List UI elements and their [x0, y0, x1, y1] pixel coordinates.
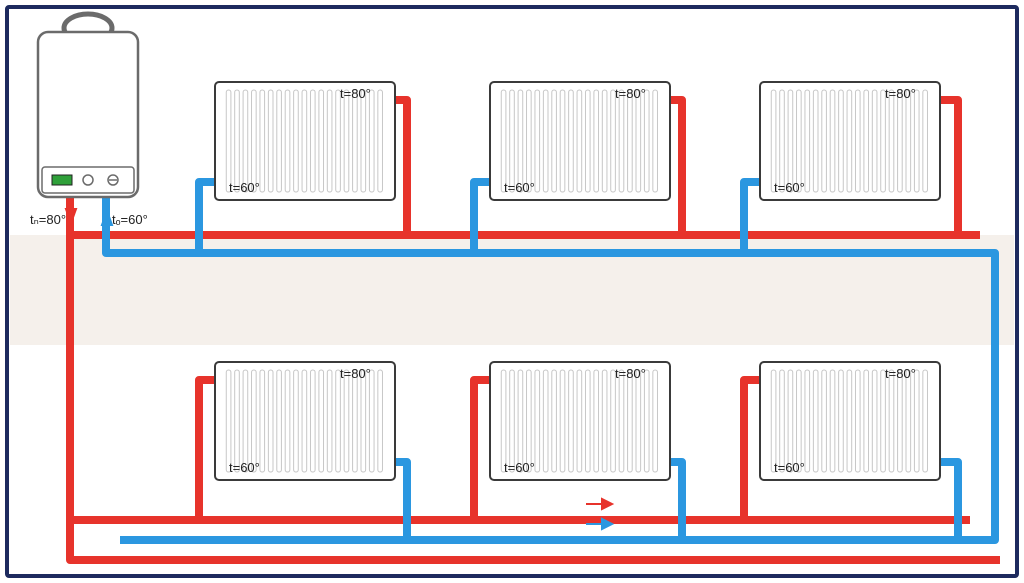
radiator-4-in-temp: t=80°	[340, 366, 371, 381]
radiator-6-out-temp: t=60°	[774, 460, 805, 475]
boiler	[38, 14, 138, 197]
radiator-6-in-temp: t=80°	[885, 366, 916, 381]
radiator-1-in-temp: t=80°	[340, 86, 371, 101]
diagram-svg	[0, 0, 1024, 583]
radiator-4-out-temp: t=60°	[229, 460, 260, 475]
radiator-1-out-temp: t=60°	[229, 180, 260, 195]
radiator-2-in-temp: t=80°	[615, 86, 646, 101]
radiator-3-in-temp: t=80°	[885, 86, 916, 101]
radiator-5-out-temp: t=60°	[504, 460, 535, 475]
boiler-in-temp: tₒ=60°	[112, 212, 148, 227]
radiator-5-in-temp: t=80°	[615, 366, 646, 381]
boiler-out-temp: tₙ=80°	[30, 212, 66, 228]
radiator-3-out-temp: t=60°	[774, 180, 805, 195]
radiator-2-out-temp: t=60°	[504, 180, 535, 195]
heating-diagram: tₙ=80° tₒ=60° t=80° t=60° t=80° t=60° t=80° t=6…	[0, 0, 1024, 583]
